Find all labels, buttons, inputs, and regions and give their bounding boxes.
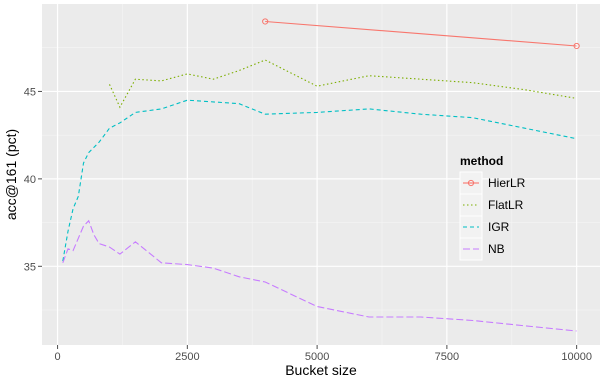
legend-title: method (460, 154, 503, 168)
grid-major (42, 4, 600, 345)
x-tick-label: 0 (55, 351, 61, 363)
series-layer (62, 18, 580, 332)
legend-label-nb: NB (488, 242, 505, 256)
legend-label-hierlr: HierLR (488, 176, 526, 190)
y-tick-label: 45 (24, 86, 36, 98)
y-axis-ticks: 35 40 45 (24, 86, 42, 273)
legend-key-box (459, 237, 483, 261)
x-tick-label: 2500 (175, 351, 199, 363)
legend-label-igr: IGR (488, 220, 510, 234)
panel-background (42, 4, 600, 345)
legend-label-flatlr: FlatLR (488, 198, 524, 212)
series-line-nb (62, 219, 577, 332)
series-point-hierlr (262, 18, 269, 25)
series-line-flatlr (108, 59, 577, 109)
x-tick-label: 10000 (561, 351, 592, 363)
series-line-igr (62, 99, 577, 262)
y-tick-label: 40 (24, 174, 36, 186)
x-axis-ticks: 0 2500 5000 7500 10000 (55, 345, 592, 363)
legend-key-marker (467, 179, 475, 187)
x-axis-title: Bucket size (285, 362, 357, 378)
grid-minor (42, 4, 600, 345)
series-point-hierlr (573, 42, 580, 50)
legend: method HierLR FlatLR IGR NB (459, 154, 526, 261)
series-line-hierlr (265, 20, 577, 47)
y-axis-title: acc@161 (pct) (3, 129, 19, 220)
x-tick-label: 5000 (305, 351, 329, 363)
y-tick-label: 35 (24, 261, 36, 273)
x-tick-label: 7500 (435, 351, 459, 363)
